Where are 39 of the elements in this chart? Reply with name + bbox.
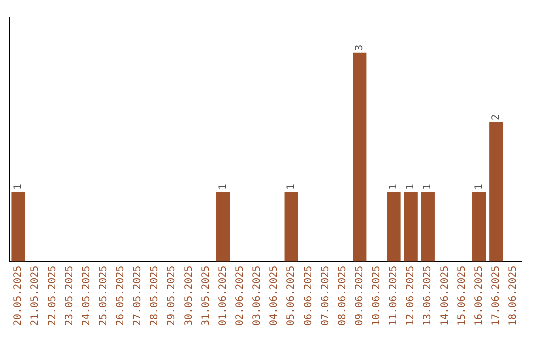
x-tick-label: 25.05.2025 <box>98 266 110 326</box>
x-tick-label: 06.06.2025 <box>303 266 314 326</box>
x-tick-label: 16.06.2025 <box>474 266 485 326</box>
x-tick-label: 12.06.2025 <box>406 266 417 326</box>
data-label: 1 <box>474 184 485 190</box>
data-label: 1 <box>13 184 24 190</box>
x-tick-label: 22.05.2025 <box>47 266 58 326</box>
data-label: 2 <box>490 114 502 120</box>
data-label: 3 <box>354 44 366 51</box>
x-tick-label: 29.05.2025 <box>166 266 178 326</box>
x-tick-label: 07.06.2025 <box>320 266 332 326</box>
x-tick-label: 04.06.2025 <box>269 266 280 326</box>
x-tick-label: 11.06.2025 <box>388 266 400 326</box>
x-tick-label: 15.06.2025 <box>456 266 468 326</box>
x-tick-label: 08.06.2025 <box>337 266 348 326</box>
x-tick-label: 14.06.2025 <box>440 266 451 326</box>
x-tick-label: 20.05.2025 <box>13 266 24 326</box>
x-tick-label: 10.06.2025 <box>372 266 383 326</box>
x-tick-label: 02.06.2025 <box>234 266 246 326</box>
data-label: 1 <box>286 184 298 190</box>
x-tick-label: 03.06.2025 <box>252 266 264 326</box>
x-tick-label: 31.05.2025 <box>200 266 212 326</box>
x-tick-label: 23.05.2025 <box>64 266 76 326</box>
x-tick-label: 05.06.2025 <box>286 266 298 326</box>
data-label: 1 <box>388 184 400 190</box>
data-label: 1 <box>422 184 434 190</box>
x-tick-label: 01.06.2025 <box>218 266 229 326</box>
x-tick-label: 24.05.2025 <box>81 266 92 326</box>
x-tick-label: 17.06.2025 <box>490 266 502 326</box>
data-label: 1 <box>406 184 417 190</box>
x-tick-label: 21.05.2025 <box>30 266 42 326</box>
x-tick-label: 18.06.2025 <box>508 266 520 326</box>
x-tick-label: 28.05.2025 <box>150 266 161 326</box>
x-tick-label: 27.05.2025 <box>132 266 144 326</box>
x-tick-label: 26.05.2025 <box>116 266 127 326</box>
data-label: 1 <box>218 184 229 190</box>
x-tick-label: 09.06.2025 <box>354 266 366 326</box>
x-tick-label: 30.05.2025 <box>184 266 195 326</box>
x-tick-label: 13.06.2025 <box>422 266 434 326</box>
